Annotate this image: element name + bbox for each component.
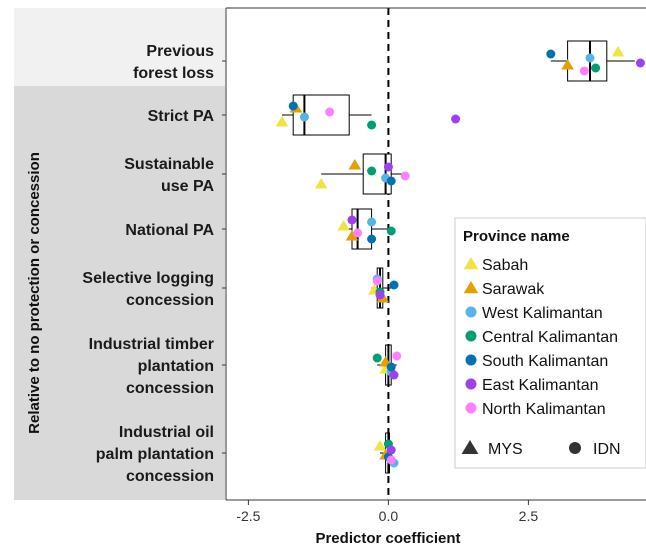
category-label-sel: concession [126, 292, 214, 309]
legend-label: South Kalimantan [482, 353, 608, 370]
legend-label: North Kalimantan [482, 401, 606, 418]
category-label-sust: use PA [161, 178, 215, 195]
category-label-iop: palm plantation [96, 446, 214, 463]
category-label-itp: Industrial timber [89, 336, 214, 353]
category-label-sel: Selective logging [82, 270, 214, 287]
legend-item: Sarawak [463, 281, 545, 298]
point-north-kalimantan-sel [372, 276, 382, 286]
point-sarawak-sust [348, 159, 362, 170]
legend-item: Sabah [463, 257, 528, 274]
legend-key [465, 354, 477, 366]
point-north-kalimantan-sust [400, 171, 410, 181]
point-north-kalimantan-prev [579, 66, 589, 76]
plot-panel [225, 7, 646, 501]
point-west-kalimantan-strict [299, 112, 309, 122]
legend-item: Central Kalimantan [465, 329, 618, 346]
legend-label: East Kalimantan [482, 377, 599, 394]
category-label-itp: plantation [138, 358, 214, 375]
legend-label: Sarawak [482, 281, 545, 298]
point-south-kalimantan-sust [386, 176, 396, 186]
group-strip-title: Relative to no protection or concession [26, 152, 43, 434]
point-east-kalimantan-nat [347, 215, 357, 225]
category-label-strict: Strict PA [148, 108, 215, 125]
legend-box [454, 217, 646, 469]
shape-legend-key [461, 440, 479, 454]
x-tick-label: -2.5 [236, 508, 260, 524]
shape-legend-key [569, 442, 581, 454]
legend-item: North Kalimantan [465, 401, 606, 418]
boxplot-sust [321, 153, 406, 195]
point-sabah-sust [314, 178, 328, 189]
category-label-itp: concession [126, 380, 214, 397]
shape-legend-label: IDN [593, 441, 621, 458]
legend-item: South Kalimantan [465, 353, 608, 370]
legend-key [465, 378, 477, 390]
legend-label: Sabah [482, 257, 528, 274]
point-north-kalimantan-itp [392, 351, 402, 361]
point-central-kalimantan-strict [367, 120, 377, 130]
point-west-kalimantan-prev [585, 53, 595, 63]
category-label-prev: Previous [146, 43, 214, 60]
category-label-iop: concession [126, 468, 214, 485]
legend-item: West Kalimantan [465, 305, 603, 322]
point-sarawak-prev [561, 59, 574, 70]
box-iqr [351, 208, 373, 250]
point-central-kalimantan-prev [591, 63, 601, 73]
point-east-kalimantan-prev [635, 58, 645, 68]
category-label-nat: National PA [125, 222, 214, 239]
point-south-kalimantan-nat [367, 234, 377, 244]
legend: Province name Sabah Sarawak West Kalimanta… [454, 217, 646, 469]
point-west-kalimantan-nat [367, 217, 377, 227]
point-south-kalimantan-sel [389, 280, 399, 290]
point-central-kalimantan-sust [367, 166, 377, 176]
point-sabah-prev [611, 46, 625, 57]
group-strip-background [14, 86, 225, 500]
legend-item: East Kalimantan [465, 377, 599, 394]
point-east-kalimantan-iop [386, 445, 396, 455]
legend-key [463, 257, 479, 270]
point-south-kalimantan-prev [546, 49, 556, 59]
point-sabah-iop [373, 440, 387, 451]
point-east-kalimantan-sel [375, 290, 385, 300]
point-sabah-strict [275, 116, 289, 127]
point-south-kalimantan-itp [386, 362, 396, 372]
shape-legend-item: IDN [569, 441, 621, 458]
legend-label: Central Kalimantan [482, 329, 618, 346]
shape-legend-label: MYS [488, 441, 523, 458]
point-north-kalimantan-nat [353, 228, 363, 238]
x-axis-title: Predictor coefficient [315, 530, 460, 547]
point-sarawak-nat [345, 230, 359, 241]
x-tick-label: 0.0 [379, 508, 399, 524]
category-label-iop: Industrial oil [119, 424, 214, 441]
point-east-kalimantan-itp [389, 370, 399, 380]
legend-title: Province name [463, 228, 570, 245]
point-central-kalimantan-itp [372, 353, 382, 363]
legend-label: West Kalimantan [482, 305, 603, 322]
point-east-kalimantan-strict [451, 114, 461, 124]
point-north-kalimantan-strict [325, 107, 335, 117]
point-north-kalimantan-iop [386, 455, 396, 465]
point-south-kalimantan-strict [288, 101, 298, 111]
legend-key [465, 306, 477, 318]
legend-key [465, 402, 477, 414]
unit-strip-background [14, 8, 225, 86]
legend-key [465, 330, 477, 342]
x-tick-label: 2.5 [519, 508, 539, 524]
boxplot-nat [343, 208, 392, 250]
category-label-sust: Sustainable [124, 156, 214, 173]
point-central-kalimantan-nat [386, 226, 396, 236]
point-east-kalimantan-sust [383, 162, 393, 172]
point-sabah-nat [337, 220, 350, 231]
shape-legend-item: MYS [461, 440, 523, 458]
category-label-prev: forest loss [133, 65, 214, 82]
legend-key [463, 281, 479, 294]
